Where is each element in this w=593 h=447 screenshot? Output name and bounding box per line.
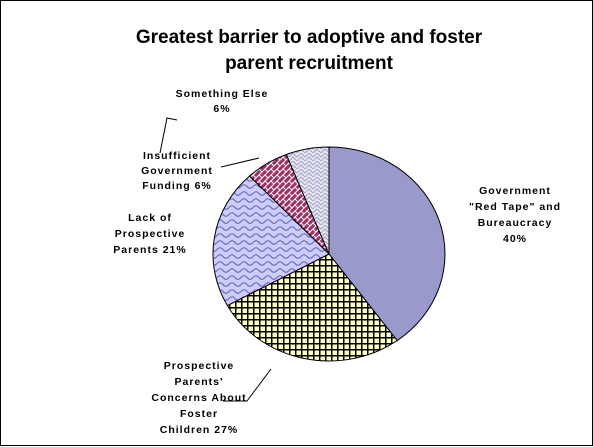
pie-slice-3 bbox=[212, 175, 330, 307]
slice-label-line: Bureaucracy bbox=[478, 217, 553, 229]
slice-label-5: Something Else 6% bbox=[176, 88, 269, 115]
slice-label-line: Lack of bbox=[128, 212, 172, 224]
slice-label-line: Children 27% bbox=[160, 424, 239, 436]
slice-label-3: Lack of Prospective Parents 21% bbox=[113, 212, 186, 256]
slice-label-line: Prospective bbox=[164, 360, 235, 372]
slice-label-line: Prospective bbox=[115, 228, 186, 240]
pie-slices bbox=[212, 146, 446, 362]
slice-labels: Government "Red Tape" and Bureaucracy 40% Pr… bbox=[113, 88, 561, 436]
slice-label-line: Insufficient bbox=[143, 150, 211, 162]
slice-label-line: Government bbox=[141, 165, 213, 177]
slice-label-line: Concerns About bbox=[151, 392, 246, 404]
leader-line-2 bbox=[223, 368, 272, 402]
slice-label-line: Funding 6% bbox=[142, 180, 212, 192]
pie-slice-5 bbox=[285, 146, 330, 255]
slice-label-2: Prospective Parents' Concerns About Foster C… bbox=[151, 360, 246, 436]
slice-label-line: Government bbox=[479, 185, 551, 197]
slice-label-line: Foster bbox=[180, 408, 218, 420]
leader-lines bbox=[159, 117, 272, 402]
slice-label-4: Insufficient Government Funding 6% bbox=[141, 150, 213, 192]
slice-label-line: Parents 21% bbox=[113, 244, 186, 256]
chart-title-line-2: parent recruitment bbox=[225, 53, 394, 74]
chart-title-line-1: Greatest barrier to adoptive and foster bbox=[136, 27, 483, 48]
pie-slice-1 bbox=[328, 146, 446, 342]
slice-label-line: "Red Tape" and bbox=[469, 201, 561, 213]
slice-label-1: Government "Red Tape" and Bureaucracy 40% bbox=[469, 185, 561, 245]
slice-label-line: Something Else bbox=[176, 88, 269, 100]
slice-label-line: 40% bbox=[503, 233, 527, 245]
slice-label-line: 6% bbox=[213, 103, 230, 115]
pie-slice-2 bbox=[226, 253, 398, 362]
leader-line-4 bbox=[220, 157, 260, 168]
leader-line-5 bbox=[159, 117, 178, 154]
slice-label-line: Parents' bbox=[174, 376, 223, 388]
